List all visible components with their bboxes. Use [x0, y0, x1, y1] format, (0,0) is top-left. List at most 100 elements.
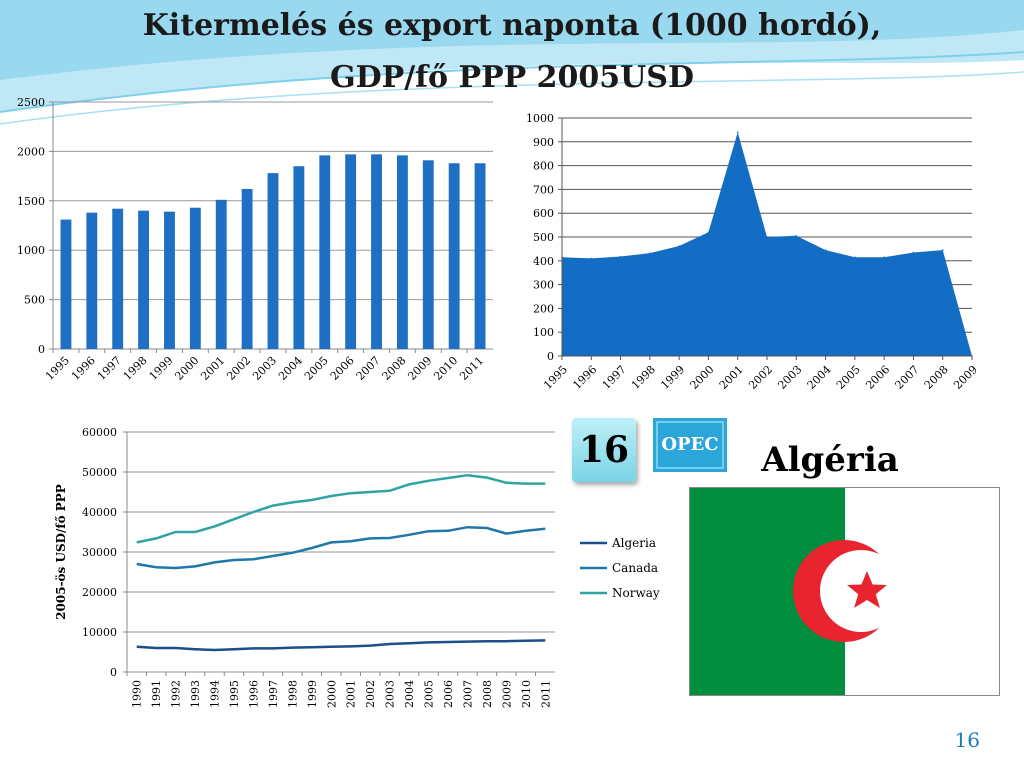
y-tick-label: 40000	[82, 506, 117, 519]
data-point	[707, 231, 710, 234]
opec-label: OPEC	[661, 434, 718, 455]
bar	[215, 199, 227, 349]
y-tick-label: 20000	[82, 586, 117, 599]
x-tick-label: 2002	[746, 363, 775, 392]
x-tick-label: 1999	[658, 363, 687, 392]
x-tick-label: 2009	[405, 354, 434, 383]
bar	[345, 154, 357, 349]
y-tick-label: 60000	[82, 426, 117, 439]
data-point	[649, 252, 651, 254]
x-tick-label: 1998	[629, 363, 658, 392]
bar	[164, 211, 175, 349]
x-tick-label: 2011	[457, 354, 486, 383]
x-tick-label: 2003	[384, 680, 397, 708]
bar	[60, 219, 72, 349]
x-tick-label: 2004	[805, 363, 834, 392]
x-tick-label: 2004	[403, 680, 416, 708]
x-tick-label: 2005	[302, 354, 331, 383]
x-tick-label: 2005	[423, 680, 436, 708]
x-tick-label: 2007	[354, 354, 383, 383]
y-tick-label: 500	[533, 231, 554, 244]
y-tick-label: 300	[533, 279, 554, 292]
x-tick-label: 2006	[328, 354, 357, 383]
x-tick-label: 1999	[147, 354, 176, 383]
y-tick-label: 30000	[82, 546, 117, 559]
data-point	[941, 249, 944, 251]
y-tick-label: 1000	[17, 244, 45, 257]
export-area	[562, 132, 972, 356]
x-tick-label: 2008	[922, 363, 951, 392]
y-tick-label: 0	[110, 666, 117, 679]
x-tick-label: 1997	[95, 354, 124, 383]
data-point	[854, 256, 856, 259]
legend-label: Algeria	[611, 536, 656, 550]
slide-number-badge: 16	[572, 418, 636, 482]
x-tick-label: 2010	[431, 354, 460, 383]
bar	[138, 210, 150, 349]
x-tick-label: 1997	[600, 363, 629, 392]
x-tick-label: 1995	[541, 363, 570, 392]
y-tick-label: 800	[533, 160, 554, 173]
production-bar-chart: 0 500 1000 1500 2000 2500 19951996199719981999…	[17, 96, 493, 383]
bar	[267, 173, 279, 349]
x-tick-label: 1996	[247, 680, 260, 708]
data-point	[678, 245, 680, 247]
x-tick-label: 2006	[442, 680, 455, 708]
series-line-canada	[136, 525, 546, 570]
bar	[396, 155, 408, 349]
x-tick-label: 1995	[43, 354, 72, 383]
x-tick-label: 2007	[461, 680, 474, 708]
x-tick-label: 2003	[775, 363, 804, 392]
bar	[241, 188, 253, 349]
y-tick-label: 2500	[17, 96, 45, 109]
x-tick-label: 2000	[688, 363, 717, 392]
y-tick-label: 2000	[17, 145, 45, 158]
export-area-chart: 0 100 200 300 400 500 600 700 800 900 1000 1995 1996…	[526, 112, 980, 392]
x-tick-label: 2011	[539, 680, 552, 708]
x-tick-label: 1994	[209, 680, 222, 708]
bar	[86, 212, 98, 349]
x-tick-label: 2002	[224, 354, 253, 383]
y-tick-label: 0	[38, 343, 45, 356]
data-point	[912, 251, 915, 254]
y-tick-label: 1500	[17, 195, 45, 208]
legend-label: Norway	[612, 586, 660, 600]
slide-title-line2: GDP/fő PPP 2005USD	[330, 60, 694, 95]
bar	[293, 166, 305, 349]
background-swoosh	[0, 0, 1024, 125]
x-tick-label: 2005	[834, 363, 863, 392]
y-tick-label: 0	[547, 350, 554, 363]
x-tick-label: 2000	[172, 354, 201, 383]
y-tick-label: 1000	[526, 112, 554, 125]
series-line-norway	[136, 473, 546, 544]
x-tick-label: 1996	[69, 354, 98, 383]
x-tick-label: 1997	[267, 680, 280, 708]
y-tick-label: 600	[533, 207, 554, 220]
slide-title-line1: Kitermelés és export naponta (1000 hordó…	[142, 8, 882, 43]
country-name: Algéria	[761, 440, 899, 480]
y-tick-label: 500	[24, 294, 45, 307]
data-point	[619, 255, 622, 258]
x-tick-label: 1998	[121, 354, 150, 383]
x-tick-label: 2002	[364, 680, 377, 708]
y-tick-label: 200	[533, 302, 554, 315]
y-tick-label: 900	[533, 136, 554, 149]
x-tick-label: 2009	[500, 680, 513, 708]
x-tick-label: 2008	[380, 354, 409, 383]
x-tick-label: 1995	[228, 680, 241, 708]
bar	[448, 163, 460, 349]
data-point	[883, 256, 885, 259]
x-tick-label: 2001	[345, 680, 358, 708]
bar	[474, 163, 486, 349]
series-line-algeria	[136, 639, 546, 652]
opec-logo-icon: OPEC	[653, 418, 727, 472]
data-point	[590, 257, 593, 260]
x-tick-label: 2001	[198, 354, 227, 383]
x-tick-label: 2008	[481, 680, 494, 708]
bar	[422, 160, 434, 349]
x-tick-label: 2006	[863, 363, 892, 392]
x-tick-label: 2010	[520, 680, 533, 708]
x-tick-label: 1990	[131, 680, 144, 708]
x-tick-label: 2004	[276, 354, 305, 383]
x-tick-label: 2009	[951, 363, 980, 392]
